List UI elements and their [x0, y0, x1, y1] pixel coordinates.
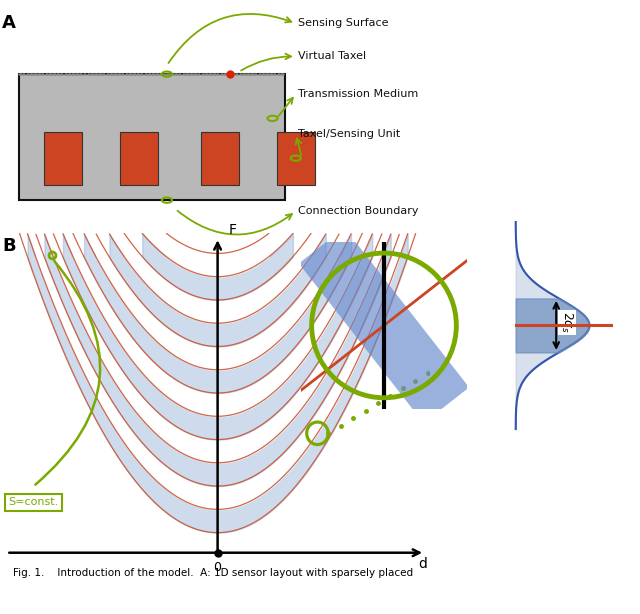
Text: $2\sigma_s$: $2\sigma_s$ [559, 311, 574, 333]
Text: Sensing Surface: Sensing Surface [298, 18, 388, 28]
Text: Transmission Medium: Transmission Medium [298, 89, 418, 99]
Bar [276, 131, 315, 185]
Bar [44, 131, 83, 185]
Text: d: d [418, 557, 427, 571]
Text: S=const.: S=const. [8, 497, 58, 508]
Polygon shape [299, 228, 469, 423]
Bar [19, 74, 285, 200]
Text: Connection Boundary: Connection Boundary [298, 206, 419, 216]
Text: 0: 0 [214, 561, 221, 573]
Text: A: A [2, 15, 16, 33]
Bar [120, 131, 159, 185]
Bar [201, 131, 239, 185]
Text: Fig. 1.    Introduction of the model.  A: 1D sensor layout with sparsely placed: Fig. 1. Introduction of the model. A: 1D… [13, 568, 413, 578]
Text: B: B [2, 236, 16, 255]
Text: Virtual Taxel: Virtual Taxel [298, 52, 366, 61]
Text: Taxel/Sensing Unit: Taxel/Sensing Unit [298, 129, 400, 139]
Text: F: F [229, 223, 237, 238]
